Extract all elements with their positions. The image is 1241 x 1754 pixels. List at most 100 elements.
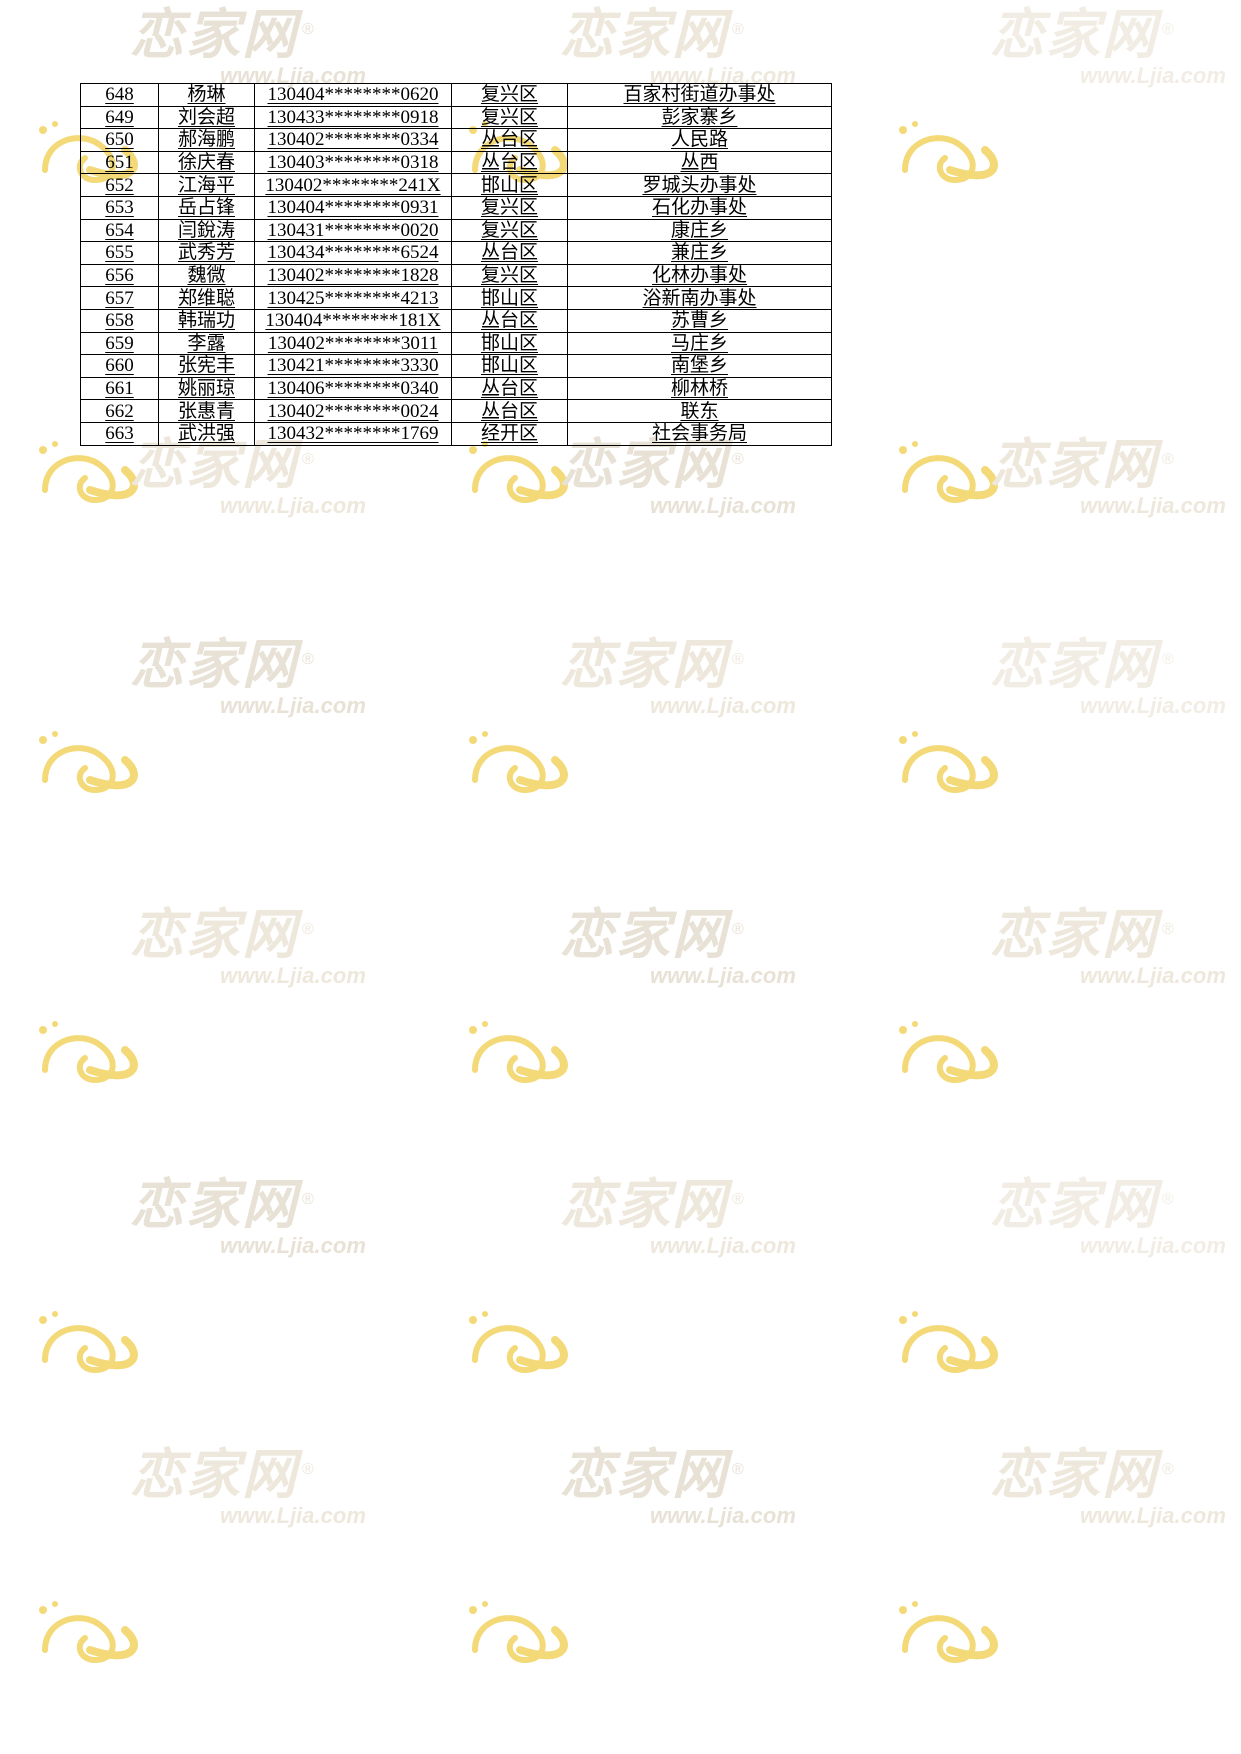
watermark-swirl-icon	[885, 1590, 1005, 1670]
registered-icon: ®	[732, 651, 746, 668]
watermark-text: 恋家网®www.Ljia.com	[990, 1430, 1226, 1529]
table-cell: 丛台区	[452, 242, 568, 265]
table-cell: 130404********0931	[255, 196, 452, 219]
table-cell: 柳林桥	[568, 377, 832, 400]
watermark-brand: 恋家网	[990, 905, 1158, 965]
watermark-url: www.Ljia.com	[560, 693, 796, 719]
table-row: 659李露130402********3011邯山区马庄乡	[81, 332, 832, 355]
table-cell: 姚丽琼	[159, 377, 255, 400]
table-cell: 130433********0918	[255, 106, 452, 129]
table-cell: 彭家寨乡	[568, 106, 832, 129]
watermark-text: 恋家网®www.Ljia.com	[560, 0, 796, 89]
registered-icon: ®	[1162, 451, 1176, 468]
table-cell: 南堡乡	[568, 355, 832, 378]
watermark-swirl-icon	[455, 1590, 575, 1670]
table-cell: 130421********3330	[255, 355, 452, 378]
table-cell: 648	[81, 84, 159, 107]
table-cell: 百家村街道办事处	[568, 84, 832, 107]
watermark-text: 恋家网®www.Ljia.com	[990, 890, 1226, 989]
data-table: 648杨琳130404********0620复兴区百家村街道办事处649刘会超…	[80, 83, 832, 446]
watermark-brand: 恋家网	[130, 5, 298, 65]
table-row: 660张宪丰130421********3330邯山区南堡乡	[81, 355, 832, 378]
table-cell: 130402********1828	[255, 264, 452, 287]
watermark-brand: 恋家网	[990, 1175, 1158, 1235]
table-cell: 邯山区	[452, 287, 568, 310]
table-cell: 653	[81, 196, 159, 219]
watermark-text: 恋家网®www.Ljia.com	[560, 620, 796, 719]
table-cell: 658	[81, 309, 159, 332]
watermark-text: 恋家网®www.Ljia.com	[990, 620, 1226, 719]
watermark-text: 恋家网® www.Ljia.com	[990, 0, 1226, 89]
table-cell: 649	[81, 106, 159, 129]
registered-icon: ®	[1162, 921, 1176, 938]
registered-icon: ®	[1162, 651, 1176, 668]
table-cell: 130402********3011	[255, 332, 452, 355]
registered-icon: ®	[1162, 21, 1176, 38]
watermark-brand: 恋家网	[130, 1445, 298, 1505]
watermark-url: www.Ljia.com	[130, 693, 366, 719]
watermark-text: 恋家网®www.Ljia.com	[990, 420, 1226, 519]
table-row: 656魏微130402********1828复兴区化林办事处	[81, 264, 832, 287]
table-row: 662张惠青130402********0024丛台区联东	[81, 400, 832, 423]
watermark-text: 恋家网®www.Ljia.com	[130, 890, 366, 989]
watermark-brand: 恋家网	[560, 1175, 728, 1235]
watermark-brand: 恋家网	[560, 5, 728, 65]
watermark-brand: 恋家网	[130, 905, 298, 965]
watermark-text: 恋家网®www.Ljia.com	[560, 890, 796, 989]
watermark-url: www.Ljia.com	[130, 1503, 366, 1529]
watermark-swirl-icon	[455, 1300, 575, 1380]
table-cell: 张惠青	[159, 400, 255, 423]
table-cell: 苏曹乡	[568, 309, 832, 332]
watermark-swirl-icon	[885, 1300, 1005, 1380]
watermark-url: www.Ljia.com	[560, 493, 796, 519]
watermark-swirl-icon	[455, 720, 575, 800]
table-row: 655武秀芳130434********6524丛台区兼庄乡	[81, 242, 832, 265]
watermark-swirl-icon	[885, 720, 1005, 800]
table-cell: 130402********241X	[255, 174, 452, 197]
registered-icon: ®	[732, 21, 746, 38]
table-cell: 654	[81, 219, 159, 242]
table-cell: 复兴区	[452, 219, 568, 242]
table-cell: 浴新南办事处	[568, 287, 832, 310]
table-cell: 邯山区	[452, 174, 568, 197]
table-cell: 张宪丰	[159, 355, 255, 378]
watermark-url: www.Ljia.com	[990, 1233, 1226, 1259]
registered-icon: ®	[1162, 1461, 1176, 1478]
watermark-brand: 恋家网	[990, 5, 1158, 65]
registered-icon: ®	[302, 1191, 316, 1208]
table-cell: 江海平	[159, 174, 255, 197]
watermark-swirl-icon	[25, 1590, 145, 1670]
table-cell: 656	[81, 264, 159, 287]
table-cell: 130404********0620	[255, 84, 452, 107]
watermark-brand: 恋家网	[990, 635, 1158, 695]
registered-icon: ®	[732, 921, 746, 938]
table-cell: 岳占锋	[159, 196, 255, 219]
watermark-text: 恋家网® www.Ljia.com	[560, 1160, 796, 1259]
registered-icon: ®	[302, 651, 316, 668]
watermark-text: 恋家网®www.Ljia.com	[130, 1430, 366, 1529]
table-row: 661姚丽琼130406********0340丛台区柳林桥	[81, 377, 832, 400]
table-row: 649刘会超130433********0918复兴区彭家寨乡	[81, 106, 832, 129]
watermark-text: 恋家网®www.Ljia.com	[130, 620, 366, 719]
watermark-swirl-icon	[25, 1010, 145, 1090]
table-cell: 闫銳涛	[159, 219, 255, 242]
watermark-url: www.Ljia.com	[130, 963, 366, 989]
watermark-swirl-icon	[885, 110, 1005, 190]
registered-icon: ®	[732, 1191, 746, 1208]
table-cell: 复兴区	[452, 84, 568, 107]
watermark-url: www.Ljia.com	[560, 1233, 796, 1259]
table-row: 654闫銳涛130431********0020复兴区康庄乡	[81, 219, 832, 242]
table-cell: 郑维聪	[159, 287, 255, 310]
table-cell: 655	[81, 242, 159, 265]
data-table-container: 648杨琳130404********0620复兴区百家村街道办事处649刘会超…	[80, 83, 832, 446]
watermark-url: www.Ljia.com	[560, 963, 796, 989]
table-cell: 丛台区	[452, 129, 568, 152]
watermark-url: www.Ljia.com	[990, 63, 1226, 89]
table-cell: 人民路	[568, 129, 832, 152]
watermark-url: www.Ljia.com	[990, 493, 1226, 519]
table-cell: 经开区	[452, 422, 568, 445]
table-cell: 刘会超	[159, 106, 255, 129]
table-cell: 马庄乡	[568, 332, 832, 355]
watermark-url: www.Ljia.com	[560, 1503, 796, 1529]
table-row: 657郑维聪130425********4213邯山区浴新南办事处	[81, 287, 832, 310]
